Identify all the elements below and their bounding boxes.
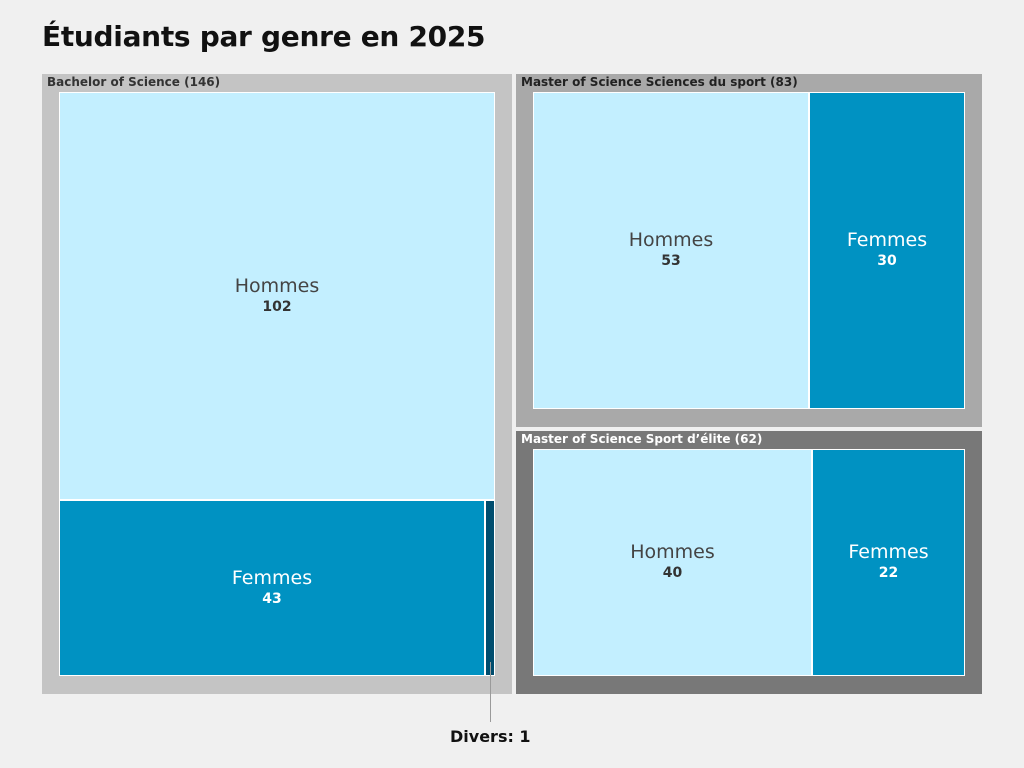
chart-title: Étudiants par genre en 2025 [42, 20, 486, 53]
cell-value-label: 22 [878, 565, 899, 582]
treemap-cell-hommes: Hommes 102 [59, 92, 495, 500]
cell-category-label: Femmes [231, 566, 313, 589]
treemap-cell-divers [485, 500, 495, 676]
group-label: Bachelor of Science (146) [47, 75, 221, 89]
cell-value-label: 40 [662, 565, 683, 582]
cell-value-label: 53 [661, 253, 681, 270]
divers-callout-label: Divers: 1 [450, 727, 531, 746]
cell-value-label: 43 [262, 590, 282, 607]
cell-category-label: Hommes [234, 274, 320, 297]
cell-category-label: Hommes [628, 229, 714, 252]
divers-leader-line [490, 662, 491, 722]
cell-category-label: Hommes [630, 541, 715, 564]
group-label: Master of Science Sport d’élite (62) [521, 432, 763, 446]
cell-category-label: Femmes [848, 541, 929, 564]
cell-category-label: Femmes [846, 229, 928, 252]
treemap-cell-hommes: Hommes 53 [533, 92, 809, 409]
treemap-cell-femmes: Femmes 30 [809, 92, 965, 409]
treemap-cell-femmes: Femmes 22 [812, 449, 965, 676]
cell-value-label: 30 [877, 253, 897, 270]
treemap-cell-femmes: Femmes 43 [59, 500, 485, 676]
group-label: Master of Science Sciences du sport (83) [521, 75, 798, 89]
treemap-cell-hommes: Hommes 40 [533, 449, 812, 676]
cell-value-label: 102 [262, 298, 292, 315]
